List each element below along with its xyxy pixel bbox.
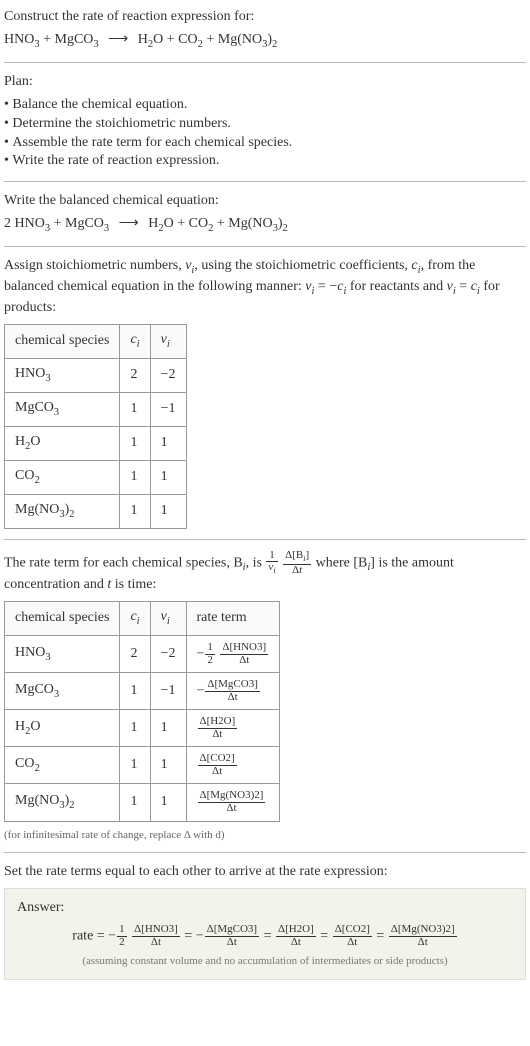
plan-heading: Plan: (4, 73, 526, 92)
table-row: HNO32−2 (5, 358, 187, 392)
table-row: Mg(NO3)2 11 Δ[Mg(NO3)2]Δt (5, 784, 280, 821)
table-header-row: chemical species ci νi (5, 325, 187, 359)
answer-label: Answer: (17, 899, 513, 918)
species-hno3: HNO3 (15, 216, 51, 231)
col-species: chemical species (5, 325, 120, 359)
stoich-table: chemical species ci νi HNO32−2 MgCO31−1 … (4, 324, 187, 529)
fraction: Δ[Bi]Δt (283, 550, 311, 576)
fraction: 1νi (266, 550, 277, 576)
table-header-row: chemical species ci νi rate term (5, 602, 280, 636)
balanced-heading: Write the balanced chemical equation: (4, 192, 526, 211)
arrow-icon: ⟶ (119, 216, 139, 231)
species-mgco3: MgCO3 (65, 216, 109, 231)
assumption-note: (assuming constant volume and no accumul… (17, 954, 513, 969)
plan-section: Plan: Balance the chemical equation. Det… (4, 73, 526, 171)
divider (4, 62, 526, 63)
species-mgno32: Mg(NO3)2 (218, 32, 278, 47)
table-row: H2O11 (5, 426, 187, 460)
balanced-section: Write the balanced chemical equation: 2 … (4, 192, 526, 236)
table-row: CO2 11 Δ[CO2]Δt (5, 747, 280, 784)
table-row: MgCO3 1−1 −Δ[MgCO3]Δt (5, 673, 280, 710)
rate-expression: rate = −12 Δ[HNO3]Δt = −Δ[MgCO3]Δt = Δ[H… (17, 924, 513, 948)
set-equal-text: Set the rate terms equal to each other t… (4, 863, 526, 882)
divider (4, 246, 526, 247)
rate-term-cell: Δ[CO2]Δt (186, 747, 280, 784)
species-mgno32: Mg(NO3)2 (228, 216, 288, 231)
plan-item: Balance the chemical equation. (4, 96, 526, 115)
col-rate: rate term (186, 602, 280, 636)
species-co2: CO2 (178, 32, 203, 47)
table-row: MgCO31−1 (5, 392, 187, 426)
species-mgco3: MgCO3 (55, 32, 99, 47)
final-section: Set the rate terms equal to each other t… (4, 863, 526, 980)
rate-term-text: The rate term for each chemical species,… (4, 550, 526, 595)
col-ci: ci (120, 325, 150, 359)
rate-term-table: chemical species ci νi rate term HNO3 2−… (4, 601, 280, 821)
rate-term-section: The rate term for each chemical species,… (4, 550, 526, 843)
rate-term-cell: −Δ[MgCO3]Δt (186, 673, 280, 710)
table-row: Mg(NO3)211 (5, 494, 187, 528)
rate-term-cell: Δ[H2O]Δt (186, 710, 280, 747)
assign-section: Assign stoichiometric numbers, νi, using… (4, 257, 526, 529)
plan-item: Write the rate of reaction expression. (4, 152, 526, 171)
rate-term-cell: −12 Δ[HNO3]Δt (186, 636, 280, 673)
plan-item: Determine the stoichiometric numbers. (4, 115, 526, 134)
plan-item: Assemble the rate term for each chemical… (4, 134, 526, 153)
col-species: chemical species (5, 602, 120, 636)
infinitesimal-note: (for infinitesimal rate of change, repla… (4, 828, 526, 843)
col-ci: ci (120, 602, 150, 636)
species-h2o: H2O (148, 216, 174, 231)
species-h2o: H2O (138, 32, 164, 47)
arrow-icon: ⟶ (108, 32, 128, 47)
intro-prompt: Construct the rate of reaction expressio… (4, 8, 526, 27)
species-co2: CO2 (189, 216, 214, 231)
balanced-equation: 2 HNO3 + MgCO3 ⟶ H2O + CO2 + Mg(NO3)2 (4, 215, 526, 236)
divider (4, 852, 526, 853)
answer-box: Answer: rate = −12 Δ[HNO3]Δt = −Δ[MgCO3]… (4, 888, 526, 980)
unbalanced-equation: HNO3 + MgCO3 ⟶ H2O + CO2 + Mg(NO3)2 (4, 31, 526, 52)
divider (4, 181, 526, 182)
rate-term-cell: Δ[Mg(NO3)2]Δt (186, 784, 280, 821)
intro-section: Construct the rate of reaction expressio… (4, 8, 526, 52)
table-row: HNO3 2−2 −12 Δ[HNO3]Δt (5, 636, 280, 673)
table-row: CO211 (5, 460, 187, 494)
species-hno3: HNO3 (4, 32, 40, 47)
divider (4, 539, 526, 540)
plan-list: Balance the chemical equation. Determine… (4, 96, 526, 172)
col-nui: νi (150, 602, 186, 636)
table-row: H2O 11 Δ[H2O]Δt (5, 710, 280, 747)
assign-text: Assign stoichiometric numbers, νi, using… (4, 257, 526, 318)
col-nui: νi (150, 325, 186, 359)
